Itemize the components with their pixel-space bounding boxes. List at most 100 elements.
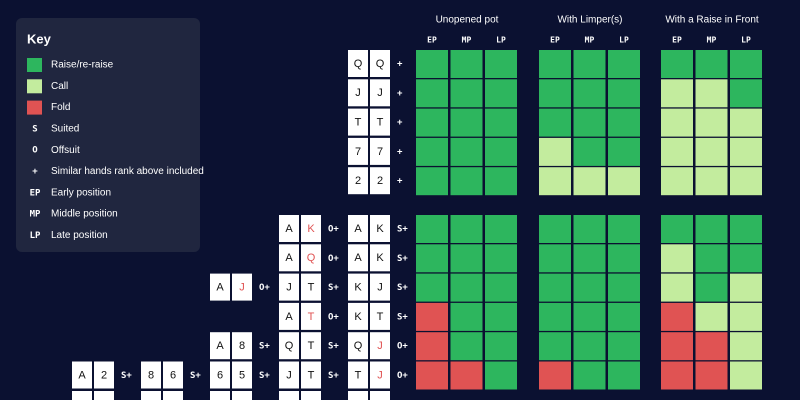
key-label: Middle position: [51, 209, 118, 220]
action-cell: [416, 167, 448, 196]
key-panel: [16, 18, 200, 252]
card-rank: A: [216, 282, 224, 294]
action-cell: [730, 302, 762, 331]
action-cell: [485, 137, 517, 166]
action-cell: [539, 244, 571, 273]
action-cell: [661, 273, 693, 302]
action-cell: [730, 273, 762, 302]
hand-suffix: S+: [259, 371, 270, 381]
action-cell: [539, 50, 571, 78]
card: [72, 361, 92, 389]
hand-suffix: S+: [190, 371, 201, 381]
hand-suffix: O+: [259, 283, 270, 293]
key-label: Late position: [51, 230, 108, 241]
hand-suffix: +: [397, 147, 403, 157]
action-cell: [485, 244, 517, 273]
action-cell: [485, 332, 517, 361]
action-cell: [485, 167, 517, 196]
position-label: LP: [619, 36, 629, 45]
action-cell: [450, 108, 483, 137]
key-symbol: MP: [30, 210, 41, 220]
card-rank: J: [239, 282, 245, 294]
card-rank: A: [216, 340, 224, 352]
card: [232, 332, 252, 360]
action-cell: [661, 361, 693, 390]
hand-suffix: S+: [328, 342, 339, 352]
action-cell: [730, 332, 762, 361]
card-rank: 2: [377, 175, 383, 187]
card-rank: J: [286, 282, 292, 294]
action-cell: [730, 50, 762, 78]
action-cell: [608, 108, 640, 137]
column-header: With Limper(s): [557, 15, 622, 26]
card: [348, 137, 368, 165]
action-cell: [573, 302, 606, 331]
card: [370, 167, 390, 195]
hand-suffix: O+: [328, 254, 339, 264]
card: [348, 332, 368, 360]
card-rank: Q: [354, 58, 363, 70]
action-cell: [695, 361, 728, 390]
column-header: Unopened pot: [436, 15, 499, 26]
card-rank: 2: [101, 369, 107, 381]
card: [348, 50, 368, 77]
card: [370, 215, 390, 242]
position-label: MP: [462, 36, 472, 45]
action-cell: [450, 361, 483, 390]
card-rank: K: [354, 282, 362, 294]
action-cell: [730, 215, 762, 243]
cutoff-cards: [72, 391, 390, 400]
action-cell: [539, 273, 571, 302]
action-cell: [695, 108, 728, 137]
action-cell: [416, 108, 448, 137]
key-symbol: +: [32, 167, 38, 177]
action-cell: [485, 50, 517, 78]
action-cell: [573, 361, 606, 390]
card: [279, 244, 299, 272]
key-symbol: LP: [30, 231, 41, 241]
hand-suffix: +: [397, 89, 403, 99]
card-rank: Q: [376, 58, 385, 70]
hand-suffix: O+: [397, 342, 408, 352]
action-cell: [695, 332, 728, 361]
hand-suffix: S+: [397, 225, 408, 235]
action-cell: [695, 302, 728, 331]
card: [141, 361, 161, 389]
card-rank: T: [308, 282, 315, 294]
action-cell: [485, 273, 517, 302]
action-cell: [573, 79, 606, 108]
card: [370, 50, 390, 77]
card: [370, 273, 390, 301]
card: [348, 167, 368, 195]
action-cell: [730, 108, 762, 137]
card-rank: 8: [148, 369, 154, 381]
hand-suffix: +: [397, 60, 403, 70]
action-cell: [450, 50, 483, 78]
action-cell: [450, 215, 483, 243]
key-label: Suited: [51, 124, 79, 135]
card-rank: A: [354, 223, 362, 235]
card: [210, 332, 230, 360]
card-rank: T: [355, 369, 362, 381]
card-rank: J: [377, 369, 383, 381]
card-rank: 7: [355, 146, 361, 158]
card: [370, 244, 390, 272]
hand-suffix: O+: [397, 371, 408, 381]
action-cell: [539, 167, 571, 196]
action-cell: [539, 332, 571, 361]
action-cell: [416, 50, 448, 78]
card-rank: K: [376, 252, 384, 264]
column-header: With a Raise in Front: [665, 15, 759, 26]
action-cell: [416, 302, 448, 331]
card: [163, 361, 183, 389]
card: [301, 361, 321, 389]
card: [301, 215, 321, 242]
card: [370, 137, 390, 165]
key-title: Key: [27, 31, 52, 46]
card-rank: J: [355, 87, 361, 99]
action-cell: [695, 273, 728, 302]
action-cell: [485, 361, 517, 390]
card: [301, 332, 321, 360]
card: [279, 302, 299, 330]
